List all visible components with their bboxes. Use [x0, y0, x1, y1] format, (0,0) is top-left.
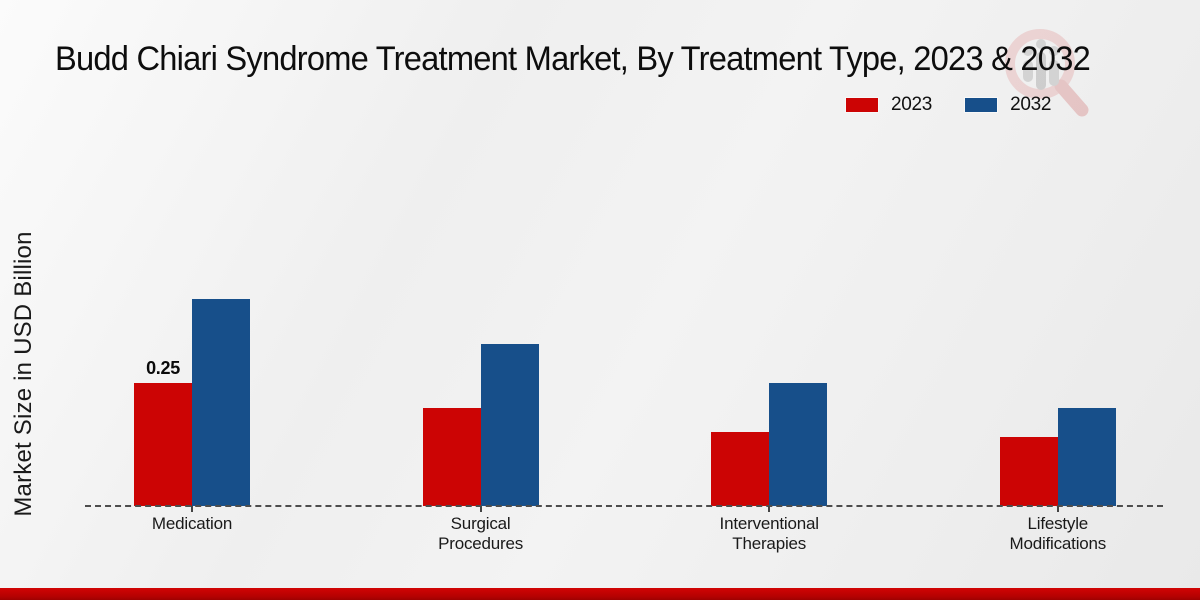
category-label-line: Surgical	[450, 514, 511, 533]
category-label-line: Lifestyle	[1027, 514, 1089, 533]
x-tick-surgical-procedures	[479, 506, 482, 512]
bar-2032-medication	[192, 299, 250, 506]
legend-item-2023: 2023	[845, 94, 932, 116]
legend-label-2032: 2032	[1010, 94, 1052, 115]
category-label-line: Medication	[151, 514, 233, 533]
category-label-line: Interventional	[719, 514, 819, 533]
bar-2032-surgical-procedures	[480, 343, 539, 506]
bar-2023-medication	[134, 383, 192, 506]
category-label-line: Therapies	[732, 534, 807, 553]
magnifier-bar-chart-logo-icon	[1005, 29, 1089, 117]
bar-2023-lifestyle-modifications	[999, 437, 1058, 506]
bar-2032-interventional-therapies	[769, 383, 828, 506]
legend-swatch-2023	[845, 97, 879, 113]
legend-label-2023: 2023	[891, 94, 933, 115]
category-label-medication: Medication	[82, 514, 302, 534]
category-label-interventional-therapies: Interventional Therapies	[659, 514, 879, 554]
legend-swatch-2032	[964, 97, 999, 113]
category-label-line: Modifications	[1009, 534, 1107, 553]
bar-2023-surgical-procedures	[422, 407, 481, 506]
x-tick-medication	[191, 506, 193, 512]
bottom-accent-band	[0, 588, 1200, 600]
bar-2023-interventional-therapies	[711, 432, 770, 506]
legend-item-2032: 2032	[964, 94, 1051, 116]
bar-2032-lifestyle-modifications	[1057, 407, 1116, 506]
x-axis-baseline	[85, 505, 1163, 507]
chart-title: Budd Chiari Syndrome Treatment Market, B…	[55, 40, 1091, 78]
category-label-lifestyle-modifications: Lifestyle Modifications	[948, 514, 1168, 554]
bar-value-label-2023-medication: 0.25	[146, 358, 180, 378]
x-tick-lifestyle-modifications	[1056, 506, 1059, 512]
legend: 2023 2032	[845, 94, 1051, 116]
category-label-surgical-procedures: Surgical Procedures	[371, 514, 591, 554]
x-tick-interventional-therapies	[768, 506, 771, 512]
category-label-line: Procedures	[438, 534, 524, 553]
